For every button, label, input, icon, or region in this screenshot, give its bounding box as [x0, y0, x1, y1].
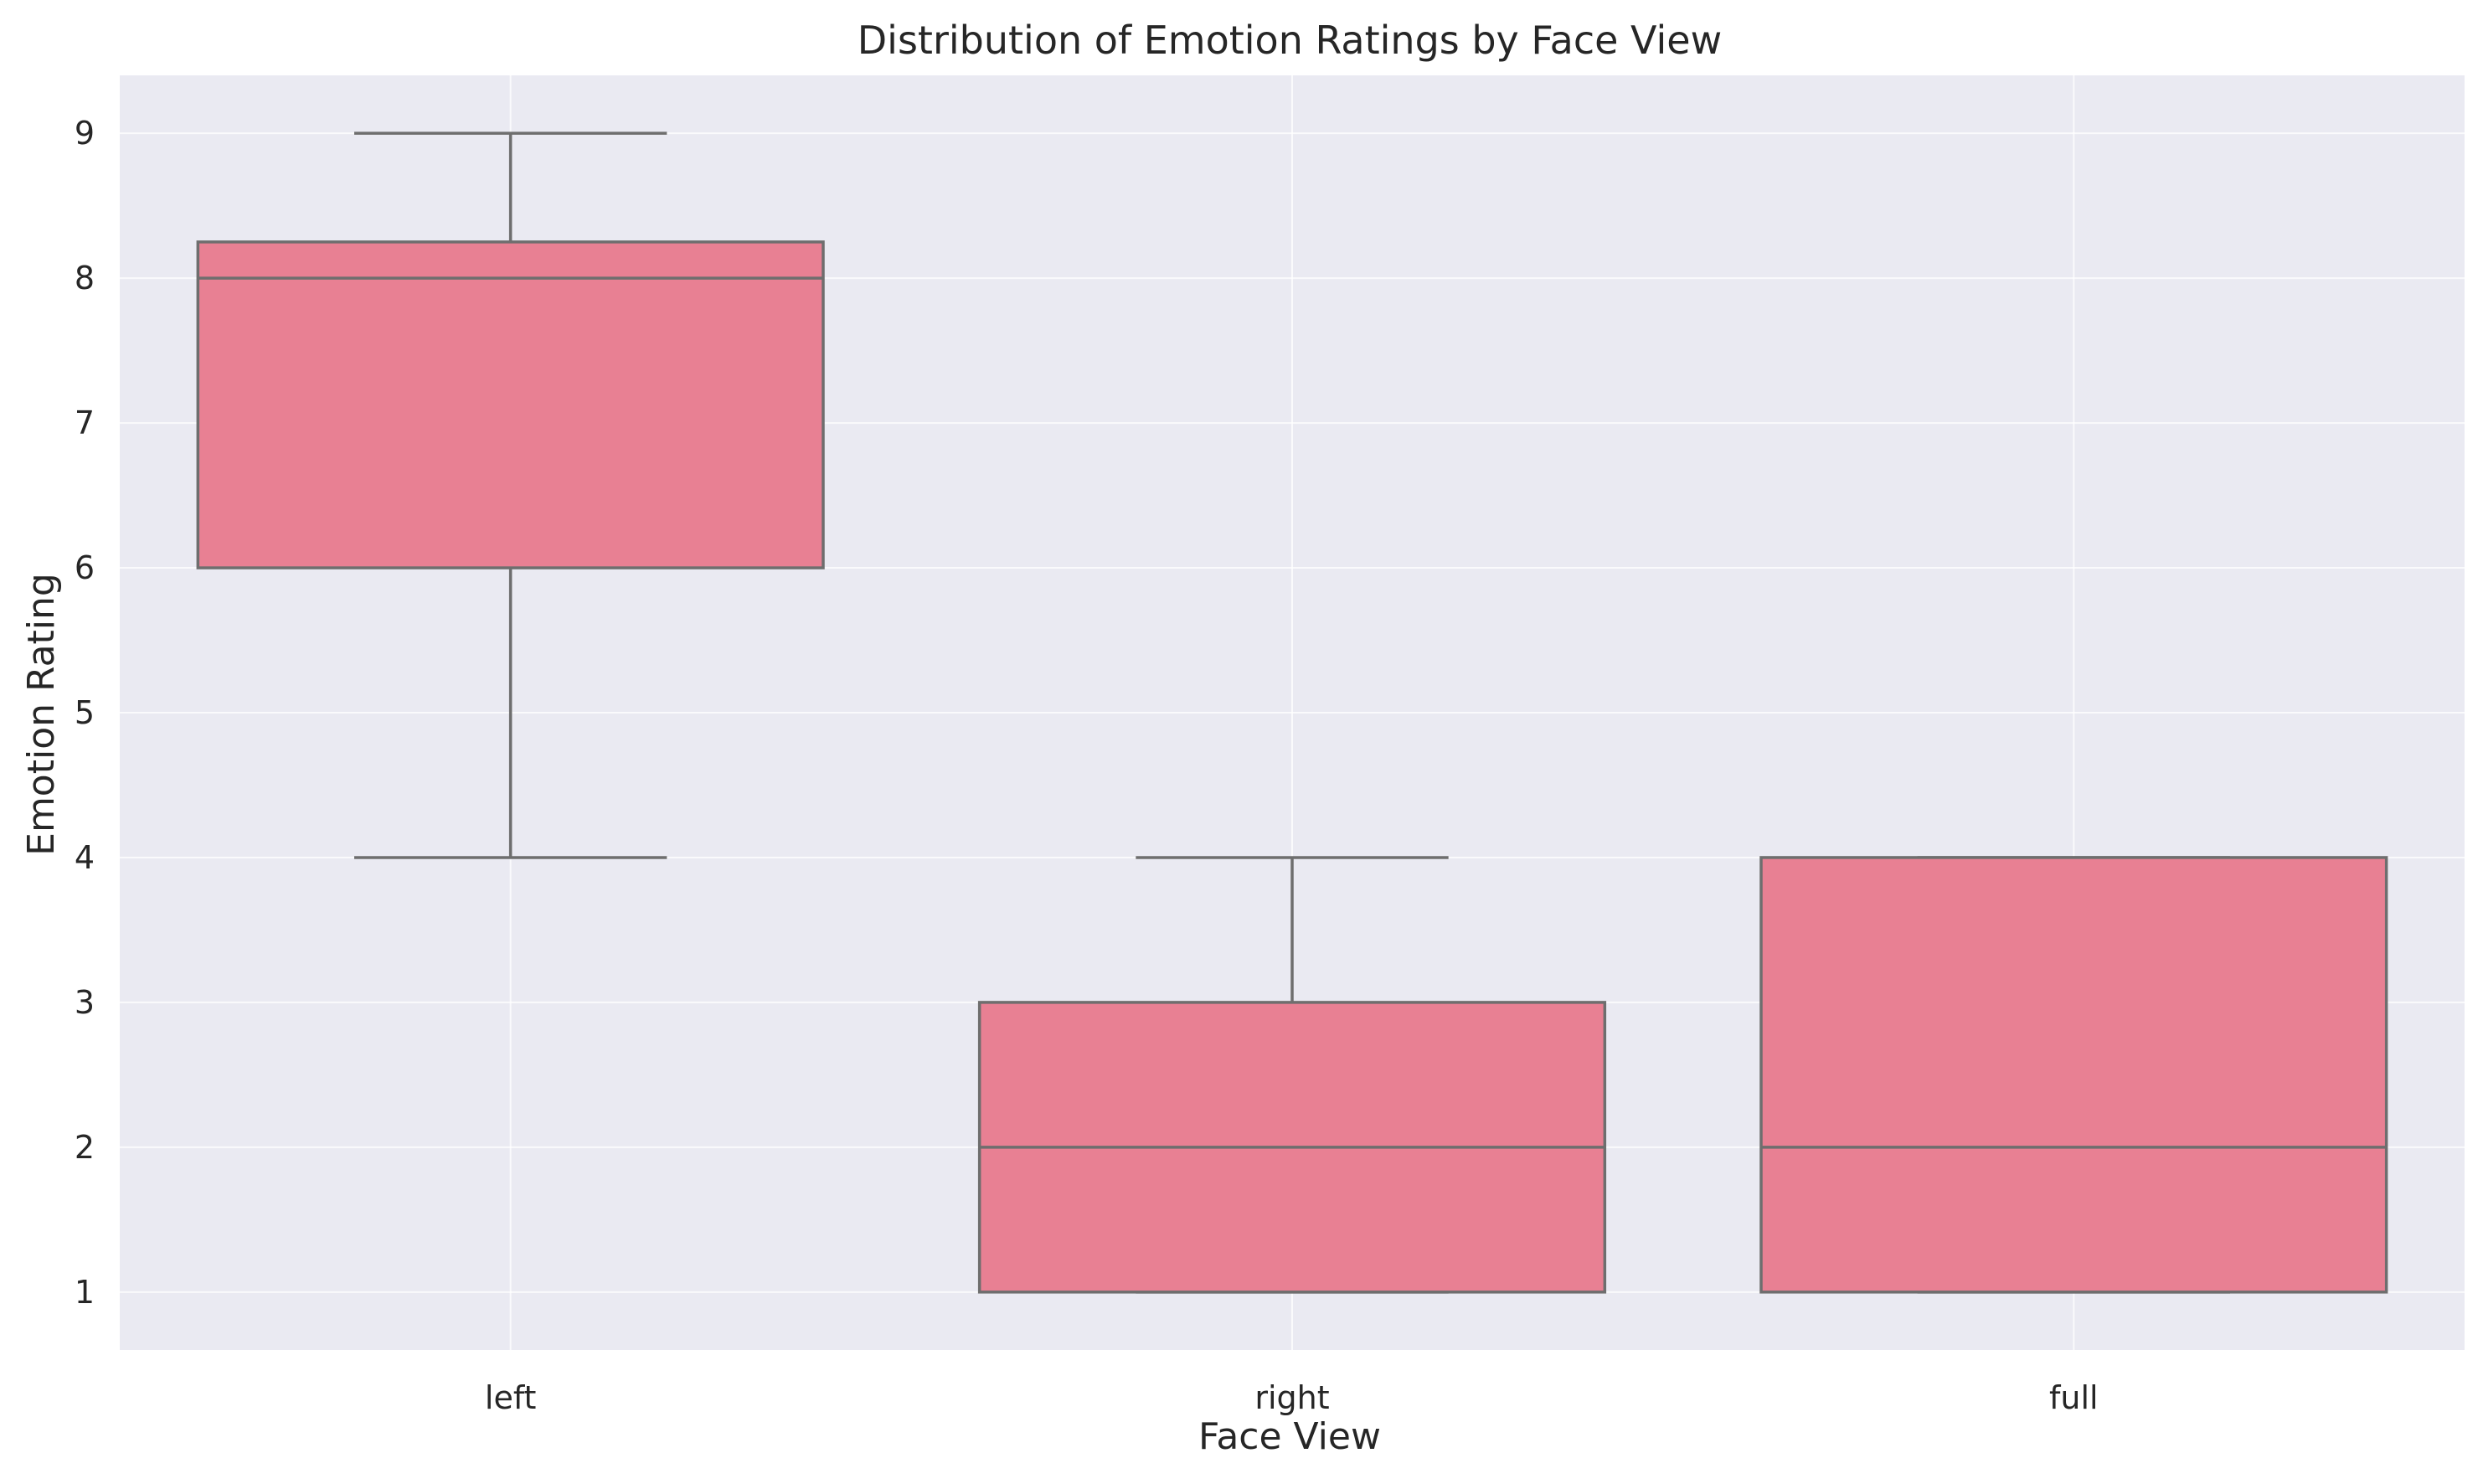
x-axis-title: Face View — [1198, 1415, 1381, 1458]
box-left — [196, 131, 825, 859]
y-tick-label: 5 — [75, 694, 95, 731]
y-tick-label: 7 — [75, 404, 95, 441]
y-tick-label: 2 — [75, 1129, 95, 1166]
box-body — [1759, 856, 2388, 1294]
box-series — [196, 131, 2388, 1294]
y-tick-label: 6 — [75, 549, 95, 586]
y-tick-label: 1 — [75, 1274, 95, 1311]
y-tick-label: 8 — [75, 260, 95, 296]
x-tick-label: right — [1254, 1379, 1329, 1416]
y-axis-title: Emotion Rating — [20, 573, 63, 856]
y-axis-ticks: 1 2 3 4 5 6 7 8 9 — [75, 115, 95, 1311]
box-full — [1759, 856, 2388, 1294]
y-tick-label: 3 — [75, 984, 95, 1021]
x-tick-label: left — [485, 1379, 537, 1416]
y-tick-label: 9 — [75, 115, 95, 152]
box-right — [977, 856, 1607, 1294]
box-body — [196, 240, 825, 569]
y-tick-label: 4 — [75, 839, 95, 876]
chart-title: Distribution of Emotion Ratings by Face … — [858, 18, 1722, 63]
x-tick-label: full — [2049, 1379, 2099, 1416]
x-axis-ticks: left right full — [485, 1379, 2099, 1416]
